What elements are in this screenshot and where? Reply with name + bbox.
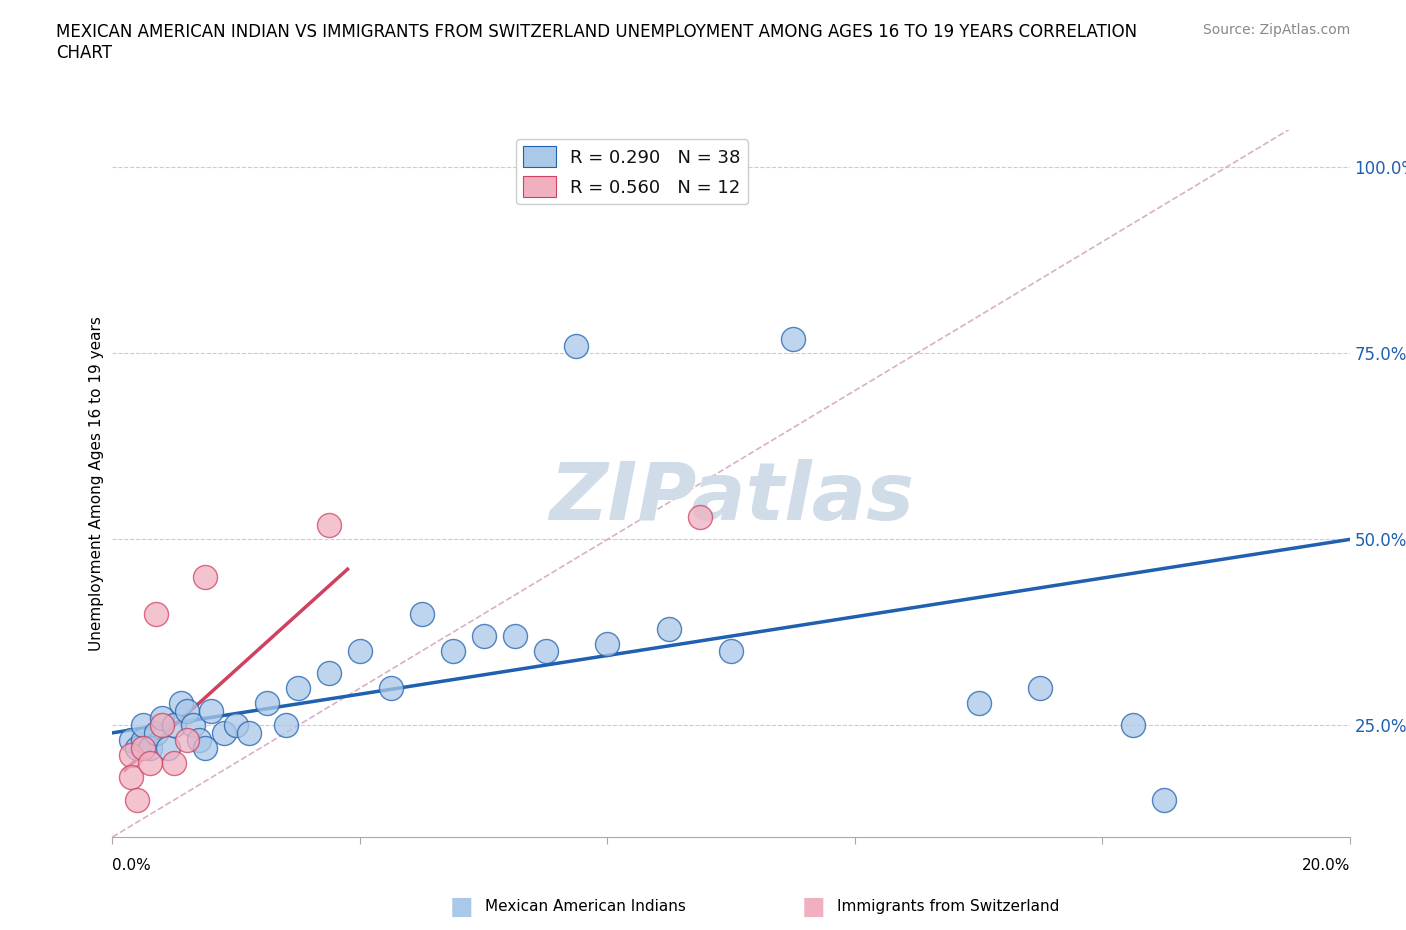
Point [138, 755, 160, 770]
Point [138, 740, 160, 755]
Text: ■: ■ [801, 895, 825, 919]
Text: 20.0%: 20.0% [1302, 857, 1350, 872]
Point [163, 718, 186, 733]
Point [689, 510, 711, 525]
Point [658, 621, 681, 636]
Point [472, 629, 495, 644]
Point [127, 792, 149, 807]
Point [534, 644, 557, 658]
Text: Source: ZipAtlas.com: Source: ZipAtlas.com [1202, 23, 1350, 37]
Point [596, 636, 619, 651]
Text: MEXICAN AMERICAN INDIAN VS IMMIGRANTS FROM SWITZERLAND UNEMPLOYMENT AMONG AGES 1: MEXICAN AMERICAN INDIAN VS IMMIGRANTS FR… [56, 23, 1137, 41]
Point [318, 517, 340, 532]
Point [287, 681, 309, 696]
Legend: R = 0.290   N = 38, R = 0.560   N = 12: R = 0.290 N = 38, R = 0.560 N = 12 [516, 140, 748, 205]
Point [157, 740, 180, 755]
Point [150, 711, 173, 725]
Text: Mexican American Indians: Mexican American Indians [485, 899, 686, 914]
Point [1122, 718, 1144, 733]
Point [194, 569, 217, 584]
Point [720, 644, 742, 658]
Point [1029, 681, 1052, 696]
Point [225, 718, 247, 733]
Point [411, 606, 433, 621]
Point [145, 606, 167, 621]
Point [163, 755, 186, 770]
Text: CHART: CHART [56, 44, 112, 61]
Point [503, 629, 526, 644]
Point [212, 725, 235, 740]
Y-axis label: Unemployment Among Ages 16 to 19 years: Unemployment Among Ages 16 to 19 years [89, 316, 104, 651]
Point [127, 740, 149, 755]
Point [782, 331, 804, 346]
Point [967, 696, 990, 711]
Point [238, 725, 260, 740]
Point [176, 733, 198, 748]
Point [380, 681, 402, 696]
Point [132, 718, 155, 733]
Text: Immigrants from Switzerland: Immigrants from Switzerland [837, 899, 1059, 914]
Point [188, 733, 211, 748]
Point [120, 733, 142, 748]
Point [145, 725, 167, 740]
Point [349, 644, 371, 658]
Point [441, 644, 464, 658]
Point [120, 770, 142, 785]
Point [1153, 792, 1175, 807]
Point [150, 718, 173, 733]
Point [318, 666, 340, 681]
Point [120, 748, 142, 763]
Point [194, 740, 217, 755]
Point [256, 696, 278, 711]
Text: ZIPatlas: ZIPatlas [548, 458, 914, 537]
Point [132, 740, 155, 755]
Point [169, 696, 191, 711]
Point [565, 339, 588, 353]
Point [176, 703, 198, 718]
Point [132, 733, 155, 748]
Text: ■: ■ [450, 895, 474, 919]
Point [200, 703, 222, 718]
Point [274, 718, 297, 733]
Point [181, 718, 204, 733]
Text: 0.0%: 0.0% [112, 857, 152, 872]
